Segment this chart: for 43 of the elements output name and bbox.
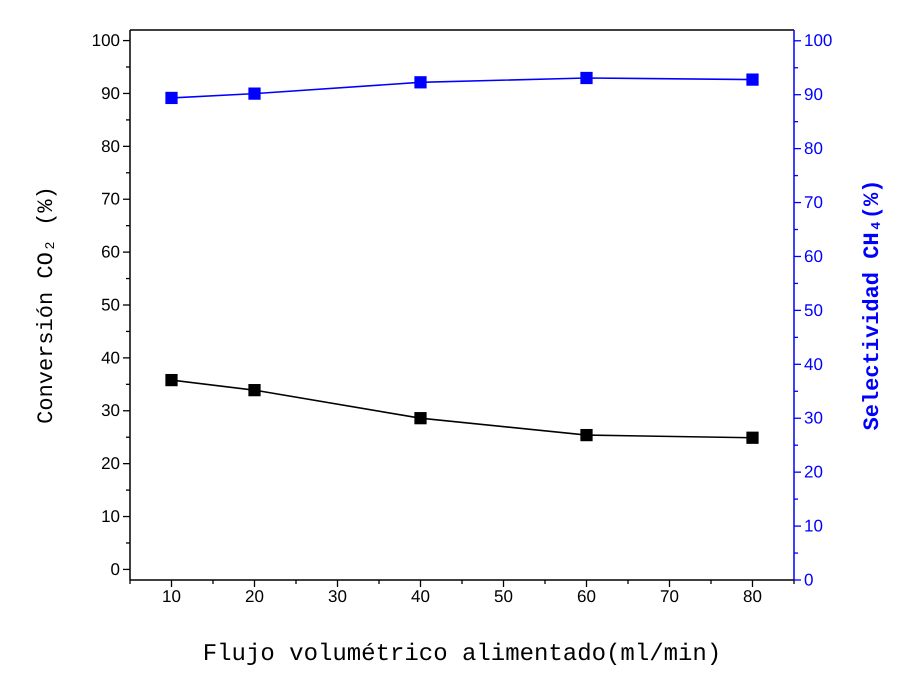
- x-tick-label: 10: [162, 587, 181, 606]
- point: [746, 73, 759, 86]
- y-tick-label: 90: [101, 84, 120, 103]
- y-tick-label: 30: [101, 401, 120, 420]
- x-tick-label: 40: [411, 587, 430, 606]
- y2-tick-label: 50: [804, 300, 823, 320]
- point: [414, 76, 427, 88]
- y2-tick-label: 10: [804, 516, 823, 536]
- y-tick-label: 60: [101, 242, 120, 262]
- y-tick-label: 50: [101, 295, 120, 314]
- y2-tick-label: 70: [804, 192, 823, 212]
- y2-tick-label: 60: [804, 246, 823, 266]
- point: [414, 412, 427, 424]
- point: [165, 374, 178, 386]
- point: [248, 384, 261, 396]
- point: [248, 88, 261, 100]
- y-tick-label: 70: [101, 190, 120, 209]
- y-tick-label: 100: [92, 31, 120, 50]
- y2-tick-label: 30: [804, 408, 823, 428]
- y2-tick-label: 100: [804, 31, 832, 50]
- point: [580, 428, 593, 442]
- x-tick-label: 80: [743, 587, 762, 606]
- y-tick-label: 80: [101, 136, 120, 156]
- y-tick-label: 20: [101, 454, 120, 474]
- x-tick-label: 70: [660, 587, 679, 606]
- x-tick-label: 60: [577, 587, 596, 606]
- y-tick-label: 0: [110, 560, 120, 579]
- point: [580, 72, 593, 84]
- y2-tick-label: 90: [804, 85, 823, 104]
- y2-tick-label: 40: [804, 354, 823, 374]
- y-tick-label: 40: [101, 348, 120, 368]
- y-tick-label: 10: [101, 506, 120, 526]
- point: [746, 432, 759, 444]
- x-tick-label: 50: [494, 587, 513, 606]
- x-tick-label: 20: [245, 587, 264, 606]
- y2-tick-label: 0: [804, 570, 814, 590]
- y-axis-title: Conversión CO₂ (%): [34, 186, 59, 424]
- y2-tick-label: 80: [804, 139, 823, 158]
- y2-axis-title: Selectividad CH₄(%): [860, 180, 885, 430]
- x-axis-title: Flujo volumétrico alimentado(ml/min): [202, 641, 722, 668]
- point: [165, 92, 178, 104]
- y2-tick-label: 20: [804, 462, 823, 482]
- x-tick-label: 30: [328, 587, 347, 606]
